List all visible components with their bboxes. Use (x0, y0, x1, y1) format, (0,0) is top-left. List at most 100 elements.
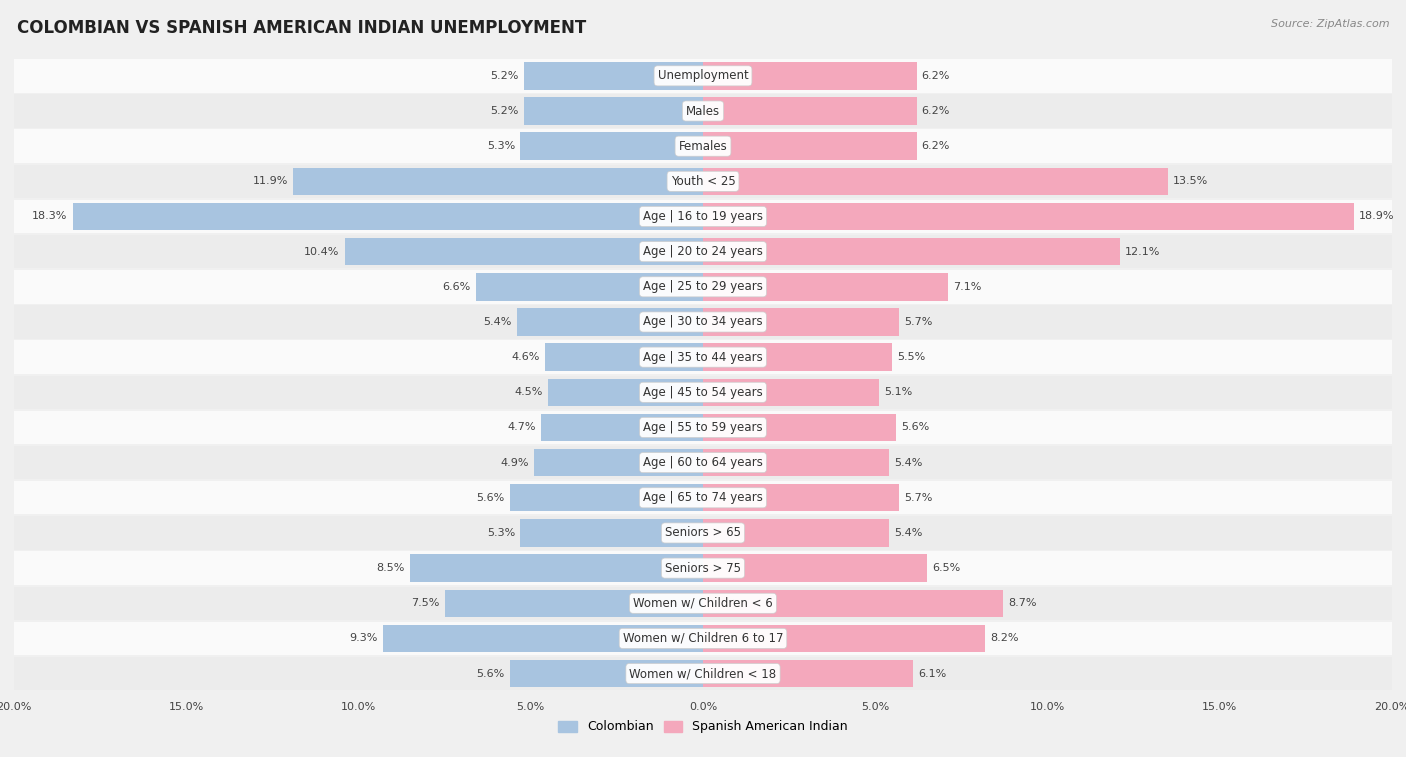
Text: Age | 55 to 59 years: Age | 55 to 59 years (643, 421, 763, 434)
Text: 5.2%: 5.2% (491, 71, 519, 81)
Bar (510, 484, 703, 512)
Bar (14, 516, 1392, 550)
Bar (703, 238, 1119, 266)
Bar (544, 344, 703, 371)
Bar (14, 305, 1392, 338)
Bar (524, 62, 703, 89)
Text: Women w/ Children < 6: Women w/ Children < 6 (633, 597, 773, 609)
Bar (14, 59, 1392, 92)
Legend: Colombian, Spanish American Indian: Colombian, Spanish American Indian (553, 715, 853, 738)
Text: 6.2%: 6.2% (922, 71, 950, 81)
Bar (14, 657, 1392, 690)
Bar (14, 551, 1392, 585)
Text: COLOMBIAN VS SPANISH AMERICAN INDIAN UNEMPLOYMENT: COLOMBIAN VS SPANISH AMERICAN INDIAN UNE… (17, 19, 586, 37)
Text: 5.3%: 5.3% (486, 528, 515, 538)
Text: Youth < 25: Youth < 25 (671, 175, 735, 188)
Bar (703, 132, 917, 160)
Text: 5.3%: 5.3% (486, 141, 515, 151)
Text: 5.4%: 5.4% (894, 458, 922, 468)
Bar (14, 95, 1392, 128)
Bar (703, 590, 1002, 617)
Text: 5.1%: 5.1% (884, 388, 912, 397)
Text: Age | 45 to 54 years: Age | 45 to 54 years (643, 386, 763, 399)
Text: 5.6%: 5.6% (477, 493, 505, 503)
Bar (14, 375, 1392, 409)
Text: 4.7%: 4.7% (508, 422, 536, 432)
Text: 6.1%: 6.1% (918, 668, 946, 678)
Text: 8.5%: 8.5% (377, 563, 405, 573)
Bar (14, 129, 1392, 163)
Text: Seniors > 75: Seniors > 75 (665, 562, 741, 575)
Bar (703, 167, 1168, 195)
Text: Age | 60 to 64 years: Age | 60 to 64 years (643, 456, 763, 469)
Text: 10.4%: 10.4% (304, 247, 340, 257)
Text: 5.7%: 5.7% (904, 317, 934, 327)
Bar (703, 98, 917, 125)
Bar (548, 378, 703, 406)
Text: Females: Females (679, 140, 727, 153)
Text: Seniors > 65: Seniors > 65 (665, 526, 741, 540)
Bar (541, 414, 703, 441)
Text: Age | 65 to 74 years: Age | 65 to 74 years (643, 491, 763, 504)
Bar (703, 660, 912, 687)
Text: 8.7%: 8.7% (1008, 598, 1036, 609)
Bar (703, 378, 879, 406)
Text: 5.4%: 5.4% (894, 528, 922, 538)
Text: 6.5%: 6.5% (932, 563, 960, 573)
Text: Women w/ Children < 18: Women w/ Children < 18 (630, 667, 776, 680)
Bar (703, 308, 900, 335)
Bar (14, 341, 1392, 374)
Bar (703, 203, 1354, 230)
Text: 4.9%: 4.9% (501, 458, 529, 468)
Text: 7.5%: 7.5% (411, 598, 440, 609)
Text: Source: ZipAtlas.com: Source: ZipAtlas.com (1271, 19, 1389, 29)
Bar (411, 554, 703, 582)
Bar (14, 621, 1392, 655)
Bar (14, 164, 1392, 198)
Bar (703, 449, 889, 476)
Text: Age | 20 to 24 years: Age | 20 to 24 years (643, 245, 763, 258)
Text: 5.6%: 5.6% (477, 668, 505, 678)
Text: Age | 16 to 19 years: Age | 16 to 19 years (643, 210, 763, 223)
Bar (14, 587, 1392, 620)
Text: 11.9%: 11.9% (253, 176, 288, 186)
Bar (524, 98, 703, 125)
Bar (292, 167, 703, 195)
Bar (520, 519, 703, 547)
Bar (703, 344, 893, 371)
Bar (14, 200, 1392, 233)
Text: 6.2%: 6.2% (922, 106, 950, 116)
Bar (703, 554, 927, 582)
Text: 5.6%: 5.6% (901, 422, 929, 432)
Bar (382, 625, 703, 652)
Text: 13.5%: 13.5% (1173, 176, 1208, 186)
Text: 6.6%: 6.6% (443, 282, 471, 291)
Bar (703, 273, 948, 301)
Text: Males: Males (686, 104, 720, 117)
Text: 5.4%: 5.4% (484, 317, 512, 327)
Bar (344, 238, 703, 266)
Text: 12.1%: 12.1% (1125, 247, 1160, 257)
Text: 5.5%: 5.5% (897, 352, 927, 362)
Bar (517, 308, 703, 335)
Bar (14, 411, 1392, 444)
Text: 9.3%: 9.3% (349, 634, 377, 643)
Text: Unemployment: Unemployment (658, 70, 748, 83)
Text: 5.7%: 5.7% (904, 493, 934, 503)
Bar (475, 273, 703, 301)
Bar (444, 590, 703, 617)
Text: Age | 30 to 34 years: Age | 30 to 34 years (643, 316, 763, 329)
Text: 6.2%: 6.2% (922, 141, 950, 151)
Bar (14, 446, 1392, 479)
Text: 8.2%: 8.2% (991, 634, 1019, 643)
Text: 5.2%: 5.2% (491, 106, 519, 116)
Text: 18.9%: 18.9% (1360, 211, 1395, 222)
Bar (520, 132, 703, 160)
Bar (73, 203, 703, 230)
Bar (14, 270, 1392, 304)
Bar (510, 660, 703, 687)
Bar (14, 235, 1392, 268)
Bar (14, 481, 1392, 515)
Text: 18.3%: 18.3% (32, 211, 67, 222)
Bar (534, 449, 703, 476)
